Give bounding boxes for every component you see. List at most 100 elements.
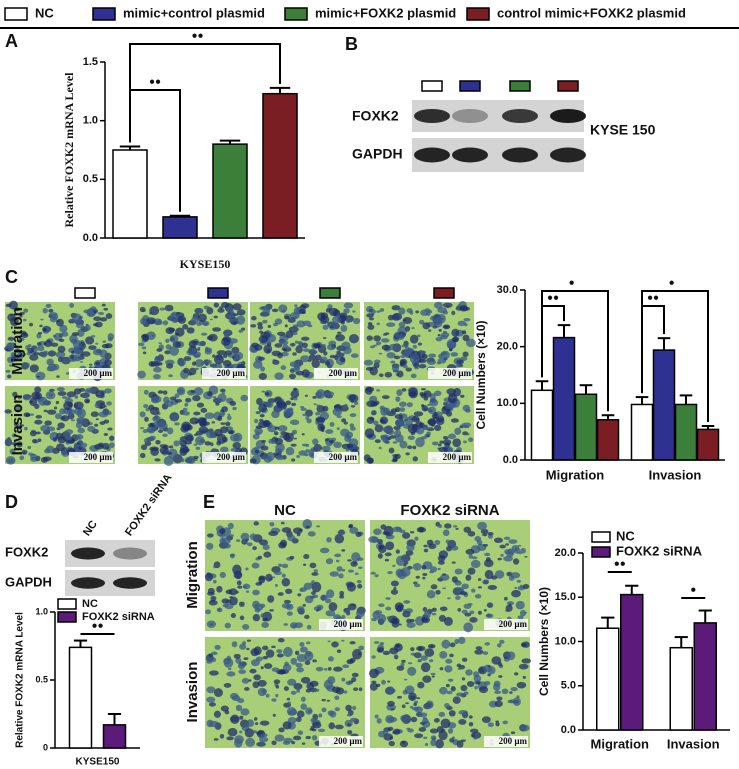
scale-label: 200 µm — [329, 452, 358, 462]
cell-stain — [201, 421, 210, 426]
cell-stain — [442, 529, 450, 537]
cell-stain — [502, 720, 509, 725]
cell-stain — [235, 704, 243, 712]
cell-stain — [76, 348, 81, 353]
cell-stain — [341, 639, 345, 642]
cell-stain — [103, 419, 110, 424]
cell-stain — [465, 548, 475, 555]
legend-label: mimic+control plasmid — [123, 5, 265, 20]
cell-stain — [37, 332, 43, 335]
cell-stain — [387, 571, 393, 575]
cell-stain — [377, 538, 383, 545]
cell-stain — [220, 705, 229, 712]
cell-stain — [212, 327, 222, 332]
cell-stain — [426, 359, 437, 365]
cell-stain — [54, 413, 62, 420]
cell-stain — [514, 672, 519, 676]
cell-stain — [386, 616, 391, 620]
cell-stain — [5, 369, 11, 373]
scale-label: 200 µm — [217, 452, 246, 462]
cell-stain — [392, 312, 403, 321]
cell-stain — [393, 355, 401, 360]
cell-stain — [229, 311, 236, 319]
cell-stain — [353, 317, 361, 325]
cell-stain — [452, 438, 462, 448]
cell-stain — [432, 325, 438, 329]
cell-stain — [273, 452, 280, 456]
cell-stain — [162, 433, 168, 438]
cell-stain — [149, 306, 160, 316]
cell-stain — [508, 539, 518, 544]
cell-stain — [439, 440, 444, 444]
cell-stain — [378, 373, 384, 378]
cell-stain — [255, 425, 263, 429]
cell-stain — [510, 731, 516, 735]
cell-stain — [345, 680, 353, 686]
cell-stain — [382, 437, 389, 444]
cell-stain — [443, 616, 453, 626]
cell-stain — [351, 335, 357, 341]
x-axis-label: KYSE150 — [76, 757, 120, 768]
cell-stain — [384, 558, 390, 562]
cell-stain — [524, 555, 528, 558]
cell-stain — [413, 702, 417, 707]
cell-stain — [104, 388, 112, 394]
cell-stain — [450, 418, 459, 423]
cell-stain — [286, 697, 291, 701]
cell-stain — [206, 542, 214, 550]
cell-stain — [343, 690, 348, 694]
cell-stain — [260, 742, 264, 746]
cell-stain — [424, 648, 435, 657]
cell-stain — [484, 642, 491, 646]
column-label: NC — [274, 502, 296, 519]
cell-stain — [433, 718, 440, 723]
bar — [652, 349, 676, 461]
cell-stain — [402, 611, 411, 618]
cell-stain — [96, 364, 103, 369]
cell-stain — [97, 311, 105, 316]
cell-stain — [439, 606, 448, 612]
cell-stain — [349, 413, 357, 418]
y-tick-label: 0.5 — [35, 674, 48, 684]
cell-stain — [267, 595, 275, 603]
cell-stain — [318, 728, 326, 733]
cell-stain — [338, 573, 344, 579]
cell-stain — [250, 648, 259, 657]
cell-stain — [95, 390, 105, 398]
y-tick-label: 1.5 — [83, 56, 98, 68]
cell-stain — [196, 402, 205, 408]
cell-stain — [294, 340, 299, 344]
cell-stain — [213, 354, 224, 365]
cell-stain — [306, 418, 312, 424]
cell-stain — [401, 344, 409, 348]
cell-stain — [271, 740, 277, 746]
cell-stain — [206, 431, 216, 439]
cell-stain — [395, 396, 401, 402]
cell-stain — [263, 455, 273, 463]
cell-stain — [259, 720, 270, 726]
cell-stain — [347, 569, 354, 573]
cell-stain — [391, 617, 400, 625]
cell-stain — [518, 551, 522, 555]
cell-stain — [71, 419, 76, 422]
cell-stain — [329, 571, 340, 577]
significance-bracket — [541, 290, 609, 412]
y-tick-label: 0.5 — [83, 173, 98, 185]
cell-stain — [238, 669, 247, 675]
cell-stain — [318, 713, 323, 718]
cell-stain — [457, 320, 467, 327]
cell-stain — [304, 595, 314, 604]
cell-stain — [341, 568, 346, 572]
cell-stain — [391, 364, 400, 372]
x-tick-label: Migration — [591, 736, 650, 751]
bar — [630, 403, 654, 461]
band-label: GAPDH — [5, 574, 52, 589]
cell-stain — [399, 401, 407, 407]
cell-stain — [74, 394, 79, 399]
legend-label: FOXK2 siRNA — [82, 611, 155, 623]
cell-stain — [460, 684, 468, 692]
cell-stain — [75, 421, 83, 429]
cell-stain — [305, 449, 310, 453]
cell-stain — [151, 334, 155, 337]
